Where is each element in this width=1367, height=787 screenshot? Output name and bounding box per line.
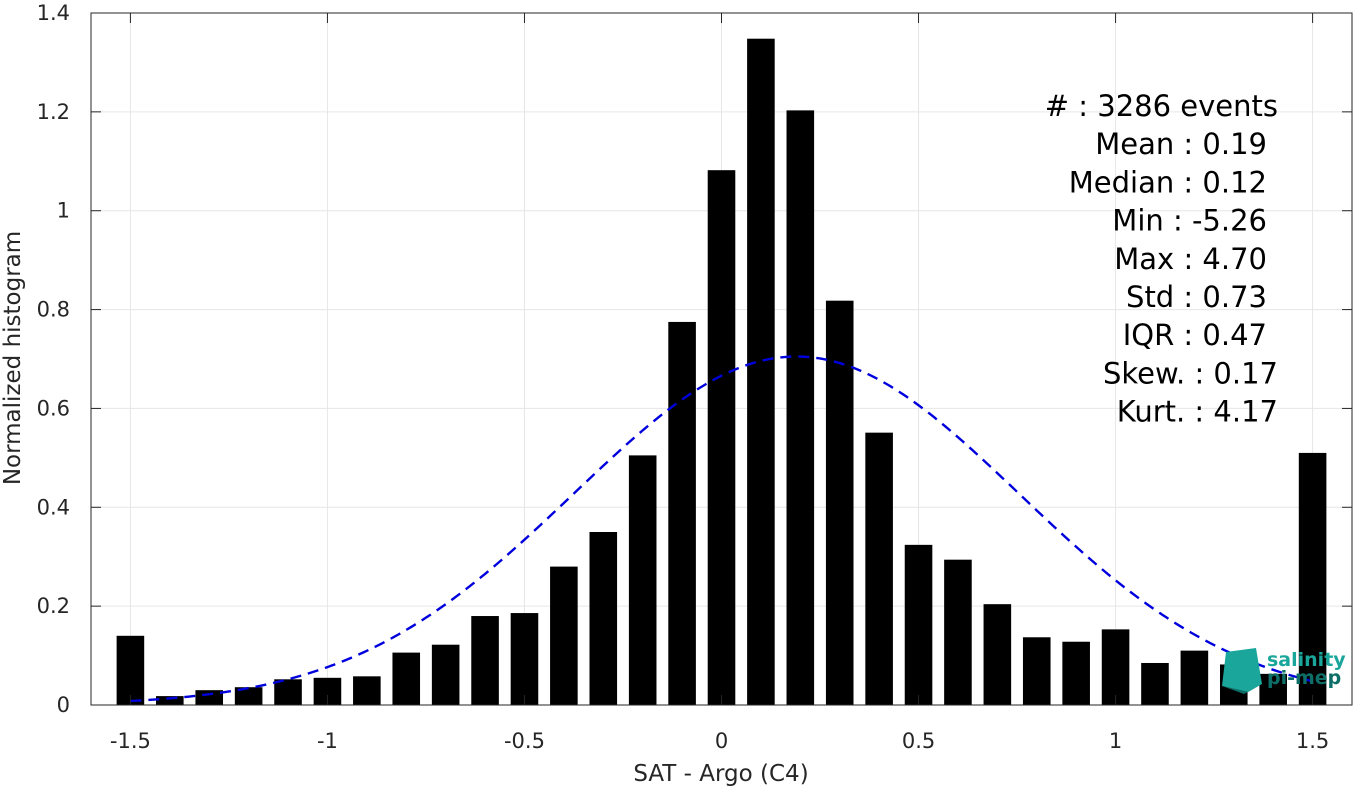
histogram-bar	[668, 321, 696, 705]
statistics-panel: # : 3286 events Mean : 0.19 Median : 0.12 M…	[1045, 89, 1278, 429]
x-tick-labels: -1.5 -1 -0.5 0 0.5 1 1.5	[110, 729, 1329, 753]
y-tick-label: 0.6	[37, 396, 70, 420]
histogram-bar	[1298, 452, 1327, 705]
histogram-bar	[274, 679, 302, 705]
histogram-bar	[234, 687, 263, 705]
histogram-bar	[1259, 673, 1287, 705]
x-tick-label: 1.5	[1296, 729, 1329, 753]
histogram-bar	[471, 616, 499, 705]
x-axis-label: SAT - Argo (C4)	[633, 761, 808, 787]
histogram-bar	[156, 696, 184, 705]
histogram-bar	[747, 38, 775, 705]
histogram-bar	[116, 635, 145, 705]
histogram-bar	[510, 613, 539, 705]
salinity-pimep-logo: salinity pi-mep	[1222, 648, 1346, 694]
histogram-bar	[786, 110, 815, 706]
x-tick-label: -1	[317, 729, 338, 753]
x-tick-label: -0.5	[504, 729, 545, 753]
stat-line: Kurt. : 4.17	[1117, 395, 1278, 429]
histogram-bar	[904, 544, 933, 705]
stat-line: Skew. : 0.17	[1103, 356, 1278, 390]
x-tick-label: 0.5	[902, 729, 935, 753]
stat-line: Std : 0.73	[1126, 280, 1267, 314]
y-tick-labels: 0 0.2 0.4 0.6 0.8 1 1.2 1.4	[37, 1, 70, 717]
stat-line: # : 3286 events	[1045, 89, 1278, 123]
histogram-bar	[1101, 629, 1130, 705]
stat-line: Min : -5.26	[1112, 204, 1267, 238]
histogram-bar	[707, 170, 736, 705]
histogram-bar	[1180, 650, 1209, 705]
stat-line: Max : 4.70	[1114, 242, 1267, 276]
histogram-bar	[353, 676, 381, 705]
stat-line: Median : 0.12	[1069, 165, 1267, 199]
histogram-bar	[1141, 662, 1169, 705]
x-tick-label: 0	[715, 729, 728, 753]
histogram-bar	[431, 644, 460, 705]
y-tick-label: 0.8	[37, 298, 70, 322]
histogram-bar	[865, 432, 893, 705]
histogram-bar	[983, 604, 1012, 705]
y-tick-label: 0	[57, 693, 70, 717]
y-tick-label: 1.4	[37, 1, 70, 25]
stat-line: IQR : 0.47	[1123, 318, 1267, 352]
y-axis-label: Normalized histogram	[0, 231, 26, 485]
y-tick-label: 1	[57, 199, 70, 223]
axes-frame	[90, 12, 1353, 706]
histogram-bar	[825, 300, 854, 705]
histogram-bar	[392, 652, 421, 705]
gaussian-fit-curve	[130, 355, 1313, 703]
logo-cube-shadow-icon	[1222, 684, 1262, 694]
logo-line1: salinity	[1267, 649, 1346, 671]
histogram-bar	[1022, 637, 1051, 705]
histogram-bar	[550, 566, 578, 705]
histogram-bar	[628, 455, 657, 705]
histogram-bar	[589, 532, 618, 705]
histogram-bar	[195, 690, 224, 705]
logo-line2: pi-mep	[1267, 667, 1341, 689]
histogram-bars	[116, 38, 1327, 706]
x-tick-label: -1.5	[110, 729, 151, 753]
y-tick-label: 0.2	[37, 594, 70, 618]
histogram-bar	[1062, 641, 1090, 705]
y-tick-label: 1.2	[37, 100, 70, 124]
logo-cube-icon	[1222, 648, 1262, 692]
histogram-bar	[944, 559, 972, 705]
stat-line: Mean : 0.19	[1095, 127, 1267, 161]
x-tick-label: 1	[1109, 729, 1122, 753]
y-tick-label: 0.4	[37, 495, 70, 519]
